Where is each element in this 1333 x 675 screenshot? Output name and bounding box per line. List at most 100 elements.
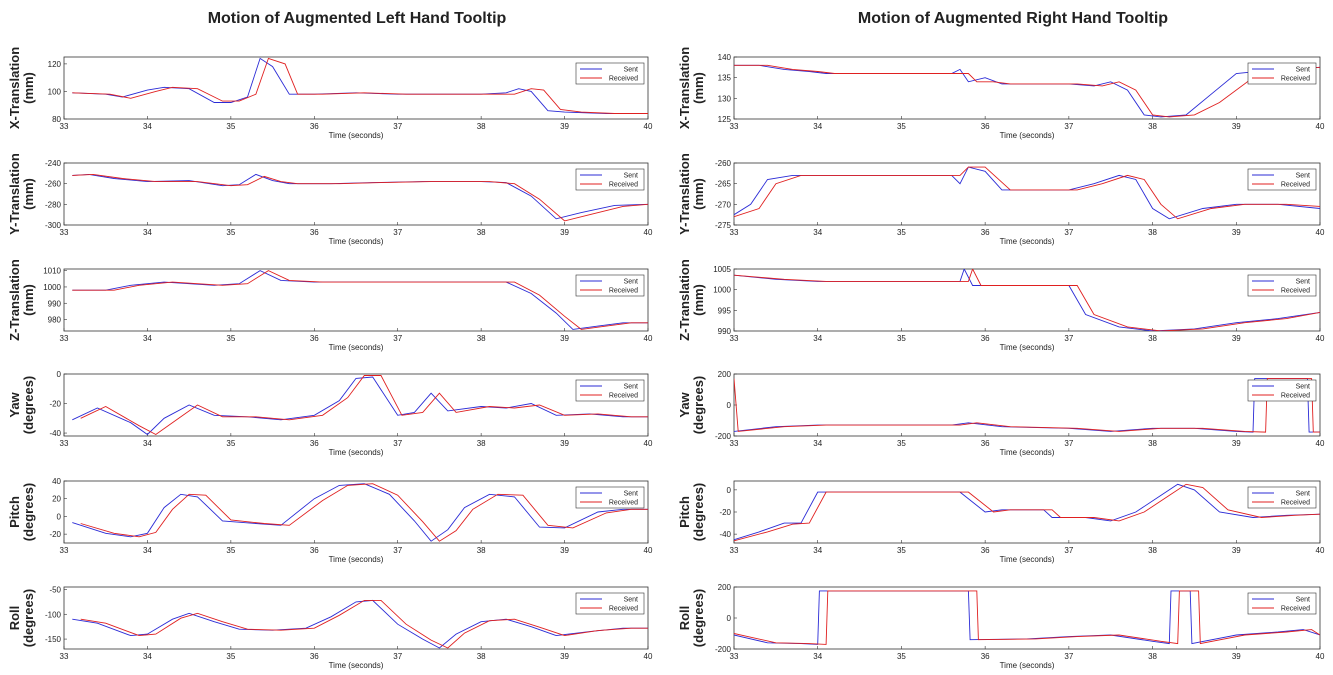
axes-frame (733, 56, 1321, 120)
y-axis-label: Pitch(degrees) (7, 483, 36, 542)
y-tick-label: 1000 (713, 286, 731, 295)
x-tick-label: 35 (897, 546, 906, 555)
x-tick-label: 34 (143, 334, 152, 343)
x-tick-label: 33 (730, 228, 739, 237)
y-tick-label: 20 (52, 495, 61, 504)
legend-label-sent: Sent (1296, 491, 1310, 498)
x-tick-label: 39 (1232, 122, 1241, 131)
x-tick-label: 34 (813, 439, 822, 448)
x-tick-label: 40 (1316, 546, 1325, 555)
axes-frame (63, 586, 649, 650)
x-tick-label: 40 (644, 228, 653, 237)
x-tick-label: 33 (60, 334, 69, 343)
x-tick-label: 35 (226, 652, 235, 661)
series-line-received (72, 57, 648, 114)
legend-box (1247, 62, 1317, 85)
x-tick-label: 39 (560, 228, 569, 237)
x-tick-label: 35 (226, 228, 235, 237)
x-tick-label: 34 (813, 546, 822, 555)
legend-box (1247, 379, 1317, 402)
x-tick-label: 33 (730, 546, 739, 555)
x-tick-label: 35 (226, 334, 235, 343)
y-tick-label: 990 (718, 327, 732, 336)
y-axis-label: Yaw(degrees) (7, 376, 36, 435)
x-tick-label: 38 (1148, 439, 1157, 448)
x-tick-label: 38 (1148, 228, 1157, 237)
y-tick-label: 0 (57, 512, 62, 521)
x-tick-label: 37 (1064, 334, 1073, 343)
legend-label-received: Received (609, 393, 638, 400)
x-tick-label: 36 (981, 228, 990, 237)
y-axis-label-line: Roll (677, 606, 692, 631)
y-axis-label-line: Roll (7, 606, 22, 631)
y-axis-label: Z-Translation(mm) (677, 259, 706, 341)
x-tick-label: 34 (813, 122, 822, 131)
legend-box (575, 486, 645, 509)
y-axis-label: Z-Translation(mm) (7, 259, 36, 341)
x-tick-label: 39 (560, 122, 569, 131)
x-tick-label: 36 (981, 652, 990, 661)
x-tick-label: 36 (310, 546, 319, 555)
x-axis-label: Time (seconds) (1000, 661, 1055, 670)
y-axis-label: Pitch(degrees) (677, 483, 706, 542)
x-tick-label: 35 (226, 546, 235, 555)
legend-label-sent: Sent (1296, 384, 1310, 391)
axes-frame (733, 480, 1321, 544)
subplot-left-2: 33 34 35 36 37 38 39 40 980 990 1000 1010 Time (seco… (7, 259, 653, 352)
y-axis-label: X-Translation(mm) (7, 47, 36, 129)
y-tick-label: 200 (718, 583, 732, 592)
series-line-received (734, 483, 1320, 542)
legend-label-sent: Sent (624, 67, 638, 74)
x-axis-label: Time (seconds) (329, 343, 384, 352)
x-tick-label: 34 (143, 122, 152, 131)
x-tick-label: 37 (393, 228, 402, 237)
subplot-right-0: 33 34 35 36 37 38 39 40 125 130 135 140 Time (second… (677, 47, 1325, 140)
y-tick-label: -265 (715, 180, 732, 189)
x-tick-label: 40 (1316, 652, 1325, 661)
y-tick-label: -20 (719, 508, 731, 517)
subplot-left-0: 33 34 35 36 37 38 39 40 80 100 120 Time (seconds) X-… (7, 47, 653, 140)
x-tick-label: 33 (60, 122, 69, 131)
y-tick-label: 0 (727, 614, 732, 623)
y-tick-label: -50 (49, 585, 61, 594)
legend-label-received: Received (1281, 76, 1310, 83)
series-line-sent (72, 483, 648, 542)
y-axis-label-line: Z-Translation (677, 259, 692, 341)
x-tick-label: 34 (143, 652, 152, 661)
y-axis-label-line: (mm) (21, 178, 36, 210)
y-tick-label: 0 (57, 370, 62, 379)
y-axis-label-line: (mm) (691, 72, 706, 104)
x-tick-label: 40 (1316, 439, 1325, 448)
x-tick-label: 35 (897, 652, 906, 661)
x-tick-label: 33 (730, 122, 739, 131)
legend-label-sent: Sent (624, 173, 638, 180)
x-tick-label: 38 (477, 334, 486, 343)
x-tick-label: 34 (143, 546, 152, 555)
x-tick-label: 36 (310, 439, 319, 448)
y-axis-label-line: Z-Translation (7, 259, 22, 341)
x-tick-label: 38 (1148, 546, 1157, 555)
y-axis-label-line: X-Translation (677, 47, 692, 129)
y-tick-label: -20 (49, 400, 61, 409)
legend-box (1247, 168, 1317, 191)
x-tick-label: 35 (897, 439, 906, 448)
y-tick-label: 130 (718, 94, 732, 103)
x-axis-label: Time (seconds) (1000, 131, 1055, 140)
right-column-title: Motion of Augmented Right Hand Tooltip (858, 10, 1168, 27)
x-tick-label: 35 (226, 122, 235, 131)
x-tick-label: 40 (644, 439, 653, 448)
series-line-received (80, 375, 648, 436)
y-axis-label: Y-Translation(mm) (7, 153, 36, 235)
x-tick-label: 38 (477, 652, 486, 661)
subplot-right-3: 33 34 35 36 37 38 39 40 -200 0 200 Time (seconds) Ya… (677, 370, 1325, 457)
x-axis-label: Time (seconds) (329, 661, 384, 670)
x-tick-label: 36 (981, 546, 990, 555)
x-tick-label: 36 (310, 334, 319, 343)
y-tick-label: 40 (52, 477, 61, 486)
y-tick-label: -275 (715, 221, 732, 230)
y-tick-label: -40 (719, 530, 731, 539)
left-column-title: Motion of Augmented Left Hand Tooltip (208, 10, 507, 27)
axes-frame (733, 586, 1321, 650)
y-axis-label-line: (degrees) (21, 589, 36, 648)
